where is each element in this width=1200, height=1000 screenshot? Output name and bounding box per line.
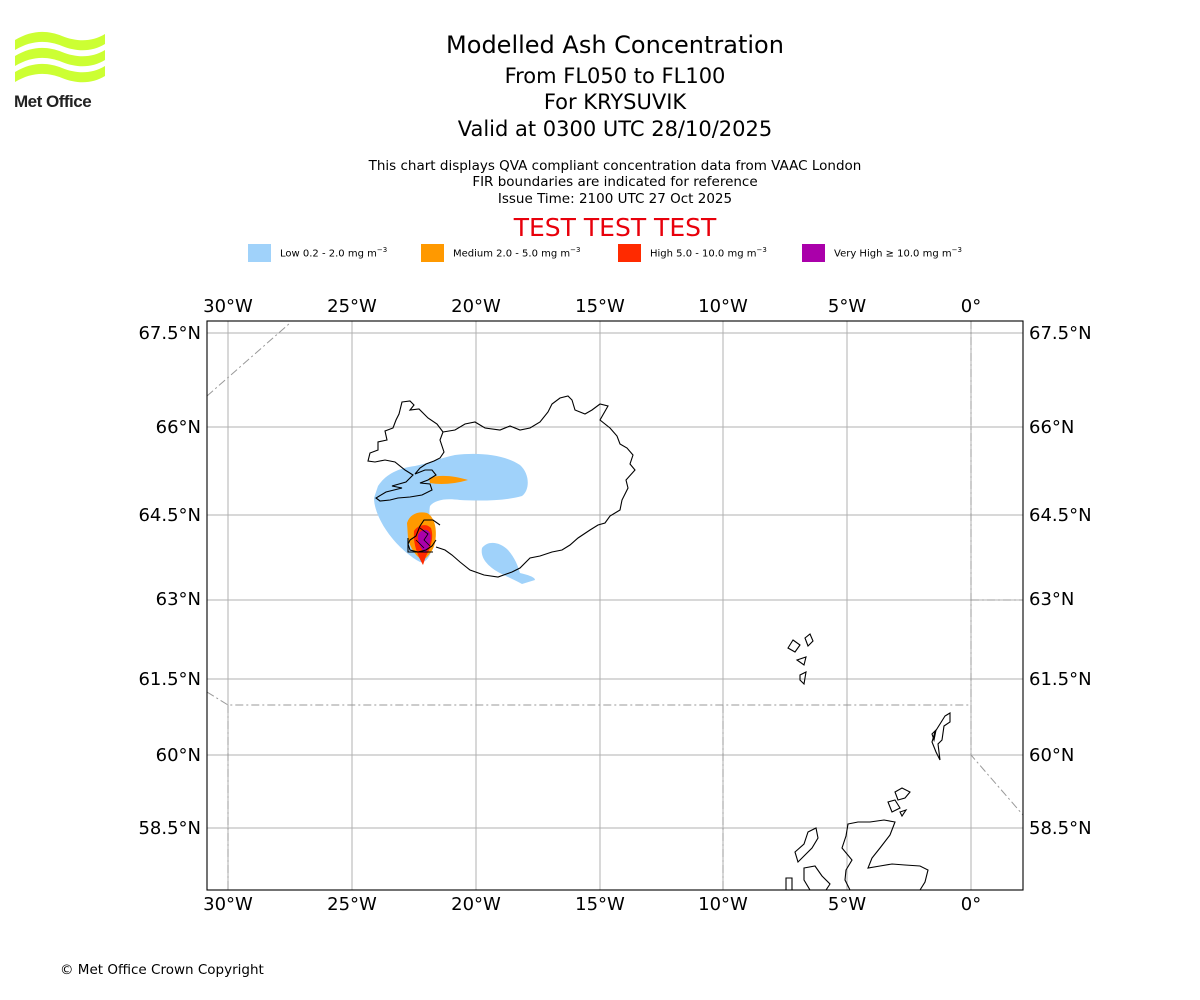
map-frame — [206, 320, 1024, 891]
scotland-coastline — [841, 819, 929, 890]
lat-tick-label: 60°N — [1029, 745, 1074, 766]
legend-swatch-low — [248, 244, 271, 262]
legend-item-high: High 5.0 - 10.0 mg m−3 — [618, 243, 767, 263]
description-line-1: This chart displays QVA compliant concen… — [368, 158, 862, 174]
reykjanes-peninsula-coast — [407, 519, 441, 553]
issue-time: Issue Time: 2100 UTC 27 Oct 2025 — [497, 191, 733, 207]
lon-tick-label: 20°W — [451, 894, 501, 915]
flight-level-range: From FL050 to FL100 — [504, 64, 726, 88]
legend-unit-exponent: −3 — [570, 246, 581, 255]
ash-area-low-south — [481, 542, 535, 584]
test-banner: TEST TEST TEST — [513, 213, 717, 242]
lat-tick-label: 67.5°N — [1029, 323, 1092, 344]
copyright-notice: © Met Office Crown Copyright — [60, 962, 264, 978]
lon-tick-label: 0° — [961, 296, 981, 317]
chart-title: Modelled Ash Concentration — [446, 31, 784, 59]
iceland-coastline-east — [435, 395, 636, 578]
lat-tick-label: 61.5°N — [138, 669, 201, 690]
lon-tick-label: 5°W — [828, 296, 866, 317]
fir-boundaries — [207, 321, 1023, 890]
logo-text: Met Office — [14, 92, 92, 111]
coastlines — [367, 395, 951, 890]
lon-tick-label: 5°W — [828, 894, 866, 915]
lon-tick-label: 30°W — [203, 296, 253, 317]
legend: Low 0.2 - 2.0 mg m−3 Medium 2.0 - 5.0 mg… — [0, 243, 1200, 265]
legend-swatch-very-high — [802, 244, 825, 262]
lat-tick-label: 66°N — [1029, 417, 1074, 438]
legend-unit-exponent: −3 — [376, 246, 388, 255]
legend-label-low: Low 0.2 - 2.0 mg m — [280, 248, 377, 260]
lon-tick-label: 10°W — [698, 296, 748, 317]
legend-unit-exponent: −3 — [756, 246, 767, 255]
ash-area-medium-plume — [429, 475, 468, 484]
legend-swatch-high — [618, 244, 641, 262]
legend-label-very-high: Very High ≥ 10.0 mg m — [834, 248, 952, 260]
lon-tick-label: 25°W — [327, 296, 377, 317]
lat-tick-label: 63°N — [1029, 589, 1074, 610]
lat-tick-label: 66°N — [156, 417, 201, 438]
lon-tick-label: 15°W — [575, 894, 625, 915]
iceland-coastline — [367, 400, 445, 502]
lat-tick-label: 60°N — [156, 745, 201, 766]
hebrides-coastline — [785, 827, 831, 890]
legend-unit-exponent: −3 — [951, 246, 962, 255]
legend-item-low: Low 0.2 - 2.0 mg m−3 — [248, 243, 387, 263]
gridlines — [207, 321, 1023, 890]
legend-item-medium: Medium 2.0 - 5.0 mg m−3 — [421, 243, 580, 263]
latitude-labels-right: 67.5°N 66°N 64.5°N 63°N 61.5°N 60°N 58.5… — [1029, 323, 1092, 839]
lat-tick-label: 58.5°N — [138, 818, 201, 839]
ash-area-very-high — [417, 529, 431, 553]
legend-item-very-high: Very High ≥ 10.0 mg m−3 — [802, 243, 962, 263]
ash-area-low — [374, 453, 528, 563]
legend-swatch-medium — [421, 244, 444, 262]
description-line-2: FIR boundaries are indicated for referen… — [472, 174, 758, 190]
lon-tick-label: 30°W — [203, 894, 253, 915]
lat-tick-label: 63°N — [156, 589, 201, 610]
lon-tick-label: 10°W — [698, 894, 748, 915]
lon-tick-label: 15°W — [575, 296, 625, 317]
legend-label-medium: Medium 2.0 - 5.0 mg m — [453, 248, 571, 260]
latitude-labels-left: 67.5°N 66°N 64.5°N 63°N 61.5°N 60°N 58.5… — [138, 323, 201, 839]
longitude-labels-top: 30°W 25°W 20°W 15°W 10°W 5°W 0° — [203, 296, 981, 317]
legend-label-high: High 5.0 - 10.0 mg m — [650, 248, 757, 260]
lat-tick-label: 64.5°N — [138, 505, 201, 526]
valid-time: Valid at 0300 UTC 28/10/2025 — [457, 117, 773, 141]
lon-tick-label: 20°W — [451, 296, 501, 317]
volcano-name: For KRYSUVIK — [543, 90, 687, 114]
met-office-logo-icon — [15, 31, 105, 83]
lat-tick-label: 58.5°N — [1029, 818, 1092, 839]
orkney-islands-coast — [887, 787, 911, 818]
lat-tick-label: 67.5°N — [138, 323, 201, 344]
faroe-islands-coast — [787, 633, 814, 686]
lon-tick-label: 0° — [961, 894, 981, 915]
lat-tick-label: 64.5°N — [1029, 505, 1092, 526]
longitude-labels-bottom: 30°W 25°W 20°W 15°W 10°W 5°W 0° — [203, 894, 981, 915]
lon-tick-label: 25°W — [327, 894, 377, 915]
shetland-islands-coast — [931, 712, 951, 761]
lat-tick-label: 61.5°N — [1029, 669, 1092, 690]
